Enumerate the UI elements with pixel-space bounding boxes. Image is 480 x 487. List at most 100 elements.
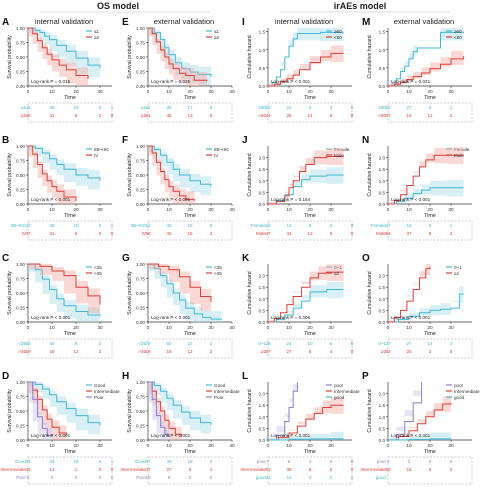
risk-cell: 0 <box>210 475 213 480</box>
ci-band-red <box>28 146 76 204</box>
risk-table-frame <box>267 338 353 359</box>
risk-cell: 47 <box>25 231 31 236</box>
x-tick-label: 10 <box>406 443 412 449</box>
y-tick-label: 0.5 <box>259 426 266 431</box>
y-tick-label: 0.5 <box>259 190 266 195</box>
risk-cell: 12 <box>427 113 433 118</box>
risk-row-label: IV <box>142 231 147 236</box>
risk-cell: 0 <box>351 223 354 228</box>
risk-row-label: Poor <box>16 475 26 480</box>
y-axis-label: Cumulative hazard <box>247 153 253 196</box>
risk-cell: 21 <box>286 341 292 346</box>
ci-band-red <box>388 394 451 440</box>
x-tick-label: 30 <box>208 207 214 213</box>
y-axis-label: Survival probability <box>7 35 13 79</box>
risk-cell: 0 <box>351 475 354 480</box>
ci-band-purple <box>268 382 298 440</box>
risk-table-frame <box>387 338 473 359</box>
y-tick-label: 0.00 <box>136 202 145 207</box>
ci-band-cyan <box>148 382 211 434</box>
y-tick-label: 0.5 <box>379 190 386 195</box>
series-line-cyan <box>148 381 212 425</box>
y-tick-label: 1.0 <box>259 415 266 420</box>
x-tick-label: 30 <box>448 89 454 95</box>
y-tick-label: 0.5 <box>379 66 386 71</box>
x-axis-label: Time <box>184 95 196 101</box>
y-tick-label: 1.5 <box>259 285 266 290</box>
risk-cell: 4 <box>330 349 333 354</box>
risk-cell: 44 <box>25 105 31 110</box>
x-tick-label: 0 <box>267 89 270 95</box>
risk-cell: 19 <box>73 459 79 464</box>
risk-cell: 0 <box>330 475 333 480</box>
y-tick-label: 1.5 <box>259 167 266 172</box>
x-tick-label: 20 <box>307 443 313 449</box>
ci-band-purple <box>148 382 169 440</box>
risk-cell: 1 <box>111 223 114 228</box>
risk-row-label: good <box>376 475 387 480</box>
risk-cell: 45 <box>166 231 172 236</box>
y-tick-label: 1.0 <box>259 297 266 302</box>
x-axis-label: Time <box>424 213 436 219</box>
x-tick-label: 20 <box>307 207 313 213</box>
series-line-cyan <box>28 27 101 69</box>
risk-table-frame <box>387 102 473 123</box>
y-tick-label: 0.75 <box>16 395 25 400</box>
risk-cell: 45 <box>49 341 55 346</box>
p-value-label: Log-rank P < 0.001 <box>151 315 191 320</box>
risk-cell: 33 <box>25 467 31 472</box>
risk-cell: 15 <box>187 223 193 228</box>
legend-label: ≥2 <box>454 271 460 276</box>
risk-row-label: >35 <box>18 349 26 354</box>
risk-row-label: Intermediate <box>120 467 146 472</box>
y-tick-label: 1.5 <box>379 30 386 35</box>
panel-title: external validation <box>394 17 454 26</box>
risk-cell: 9 <box>27 475 30 480</box>
y-tick-label: 0.00 <box>16 438 25 443</box>
y-axis-label: Cumulative hazard <box>247 35 253 78</box>
series-line-cyan <box>148 263 222 320</box>
risk-cell: 4 <box>387 459 390 464</box>
series-line-cyan <box>388 31 465 87</box>
risk-row-label: ≤1 <box>141 105 147 110</box>
risk-row-label: ≥2 <box>21 113 27 118</box>
p-value-label: Log-rank P < 0.001 <box>31 433 71 438</box>
x-axis-label: Time <box>64 95 76 101</box>
risk-row-label: Female <box>371 223 387 228</box>
risk-row-label: <60 <box>258 113 266 118</box>
risk-table-frame <box>387 456 473 485</box>
risk-cell: 0 <box>51 475 54 480</box>
series-line-red <box>28 381 67 436</box>
risk-row-label: >35 <box>138 349 146 354</box>
y-tick-label: 1.00 <box>136 262 145 267</box>
risk-cell: 45 <box>166 113 172 118</box>
x-tick-label: 10 <box>286 325 292 331</box>
y-tick-label: 2.0 <box>259 392 266 397</box>
p-value-label: Log-rank P < 0.001 <box>31 315 71 320</box>
risk-row-label: ≥60 <box>378 105 386 110</box>
x-axis-label: Time <box>184 213 196 219</box>
x-tick-label: 30 <box>328 207 334 213</box>
risk-row-label: Intermediate <box>0 467 26 472</box>
legend-label: Intermediate <box>94 389 120 394</box>
risk-cell: 4 <box>450 341 453 346</box>
risk-cell: 5 <box>210 223 213 228</box>
risk-cell: 1 <box>111 105 114 110</box>
x-tick-label: 0 <box>387 89 390 95</box>
y-tick-label: 0.25 <box>16 70 25 75</box>
legend-label: Female <box>454 147 470 152</box>
series-line-cyan <box>388 293 464 323</box>
x-tick-label: 0 <box>267 207 270 213</box>
series-line-purple <box>268 382 298 441</box>
legend-label: IV <box>94 153 99 158</box>
risk-cell: 6 <box>429 105 432 110</box>
risk-row-label: 0~1 <box>258 341 266 346</box>
x-tick-label: 30 <box>208 89 214 95</box>
risk-cell: 65 <box>25 341 31 346</box>
x-axis-label: Time <box>184 331 196 337</box>
risk-cell: 8 <box>309 349 312 354</box>
risk-row-label: Good <box>135 459 147 464</box>
risk-cell: 27 <box>406 341 412 346</box>
